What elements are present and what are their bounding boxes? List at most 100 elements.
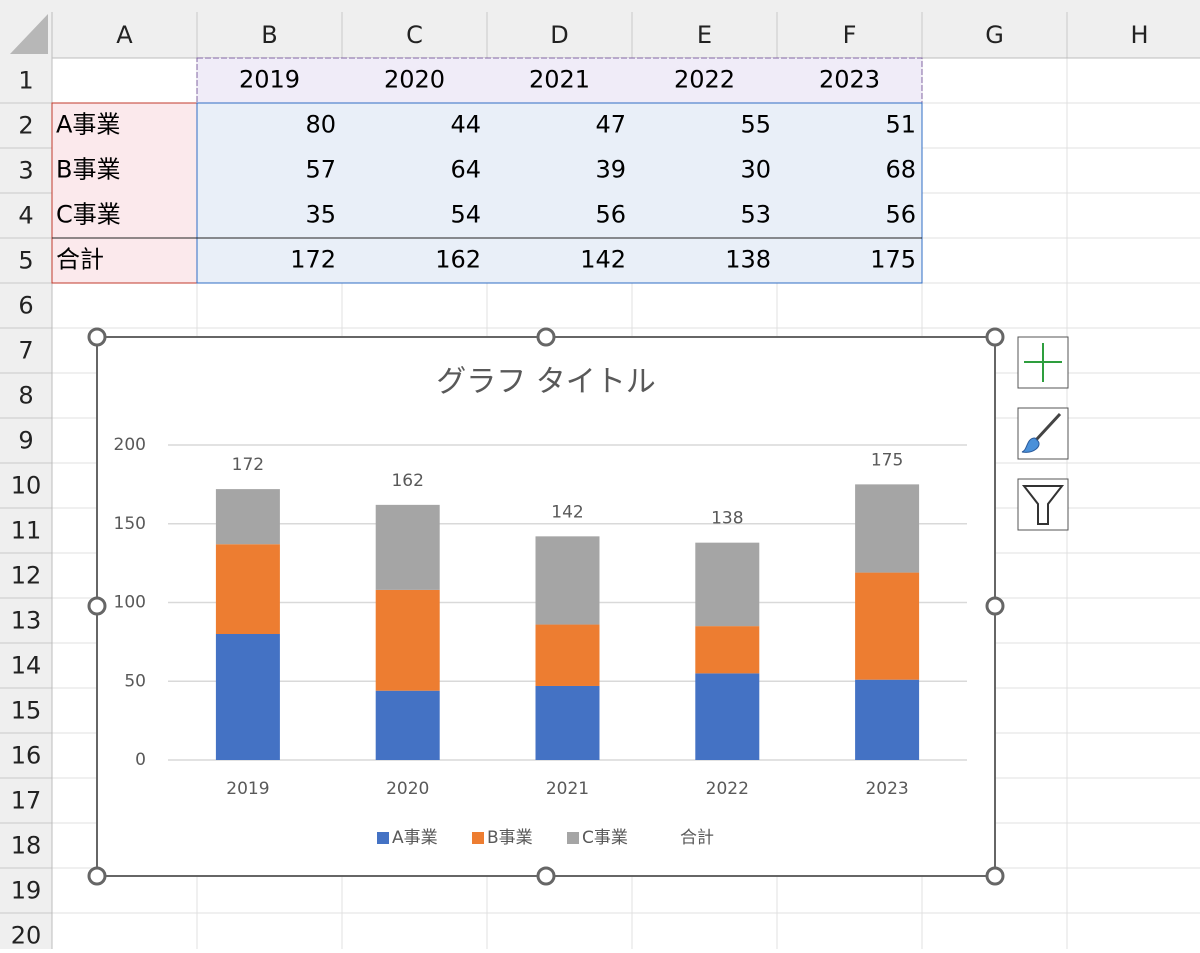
total-label: 142 [551,502,583,522]
resize-handle[interactable] [536,866,556,886]
total-label: 162 [391,471,423,491]
bar-segment [535,685,600,760]
value-range [196,102,923,284]
column-header: G [985,21,1004,49]
value-cell: 39 [595,156,626,184]
row-header: 1 [18,67,33,95]
resize-handle[interactable] [87,327,107,347]
y-tick-label: 150 [114,514,146,534]
plus-icon [1024,343,1062,382]
y-tick-label: 100 [114,593,146,613]
row-header: 12 [11,562,42,590]
year-cell: 2021 [529,66,590,94]
value-cell: 56 [885,201,916,229]
bar-segment [375,589,440,691]
x-tick-label: 2019 [226,779,269,799]
row-header: 2 [18,112,33,140]
total-label: 175 [871,450,903,470]
column-header: D [550,21,568,49]
bar-segment [215,489,280,545]
bar-segment [695,542,760,627]
value-cell: 55 [740,111,771,139]
bar-segment [695,626,760,674]
legend-label: A事業 [392,828,438,848]
value-cell: 51 [885,111,916,139]
value-cell: 172 [290,246,336,274]
select-all[interactable] [10,14,48,54]
value-cell: 53 [740,201,771,229]
row-header: 6 [18,292,33,320]
value-cell: 142 [580,246,626,274]
row-header: 10 [11,472,42,500]
column-header: B [261,21,277,49]
bar-segment [375,690,440,760]
year-cell: 2019 [239,66,300,94]
row-header: 4 [18,202,33,230]
legend-label: C事業 [582,828,628,848]
resize-handle[interactable] [985,866,1005,886]
resize-handle[interactable] [985,596,1005,616]
brush-tip [1021,437,1040,453]
row-header: 13 [11,607,42,635]
row-header: 11 [11,517,42,545]
row-label-cell: 合計 [56,246,104,274]
bar-segment [855,484,920,573]
year-cell: 2023 [819,66,880,94]
brush-handle [1034,412,1062,442]
row-header: 17 [11,787,42,815]
y-tick-label: 0 [135,750,146,770]
row-header: 18 [11,832,42,860]
row-header: 8 [18,382,33,410]
row-header: 20 [11,922,42,950]
column-header: C [406,21,423,49]
legend-label: B事業 [487,828,533,848]
column-header-bar [0,0,1200,58]
resize-handle[interactable] [985,327,1005,347]
resize-handle[interactable] [536,327,556,347]
value-cell: 57 [305,156,336,184]
value-cell: 44 [450,111,481,139]
y-tick-label: 50 [124,671,146,691]
legend-swatch [472,832,484,844]
y-tick-label: 200 [114,435,146,455]
year-cell: 2020 [384,66,445,94]
resize-handle[interactable] [87,596,107,616]
column-header: A [116,21,133,49]
value-cell: 30 [740,156,771,184]
bar-segment [375,504,440,590]
value-cell: 138 [725,246,771,274]
bar-segment [855,679,920,760]
x-tick-label: 2023 [865,779,908,799]
value-cell: 56 [595,201,626,229]
bar-segment [215,634,280,760]
legend-swatch [377,832,389,844]
total-label: 138 [711,509,743,529]
row-header: 7 [18,337,33,365]
bar-segment [215,544,280,634]
value-cell: 64 [450,156,481,184]
legend-label: 合計 [680,828,714,848]
row-header: 16 [11,742,42,770]
value-cell: 80 [305,111,336,139]
row-header: 15 [11,697,42,725]
resize-handle[interactable] [87,866,107,886]
row-label-cell: C事業 [56,201,121,229]
row-header: 14 [11,652,42,680]
row-label-cell: B事業 [56,156,120,184]
bar-segment [535,536,600,625]
value-cell: 54 [450,201,481,229]
year-cell: 2022 [674,66,735,94]
year-range [196,57,923,104]
x-tick-label: 2020 [386,779,429,799]
value-cell: 175 [870,246,916,274]
label-range [51,102,198,284]
chart-title: グラフ タイトル [436,365,656,400]
column-header: H [1130,21,1148,49]
column-header: E [697,21,712,49]
bar-segment [695,673,760,760]
x-tick-label: 2021 [546,779,589,799]
value-cell: 162 [435,246,481,274]
value-cell: 35 [305,201,336,229]
